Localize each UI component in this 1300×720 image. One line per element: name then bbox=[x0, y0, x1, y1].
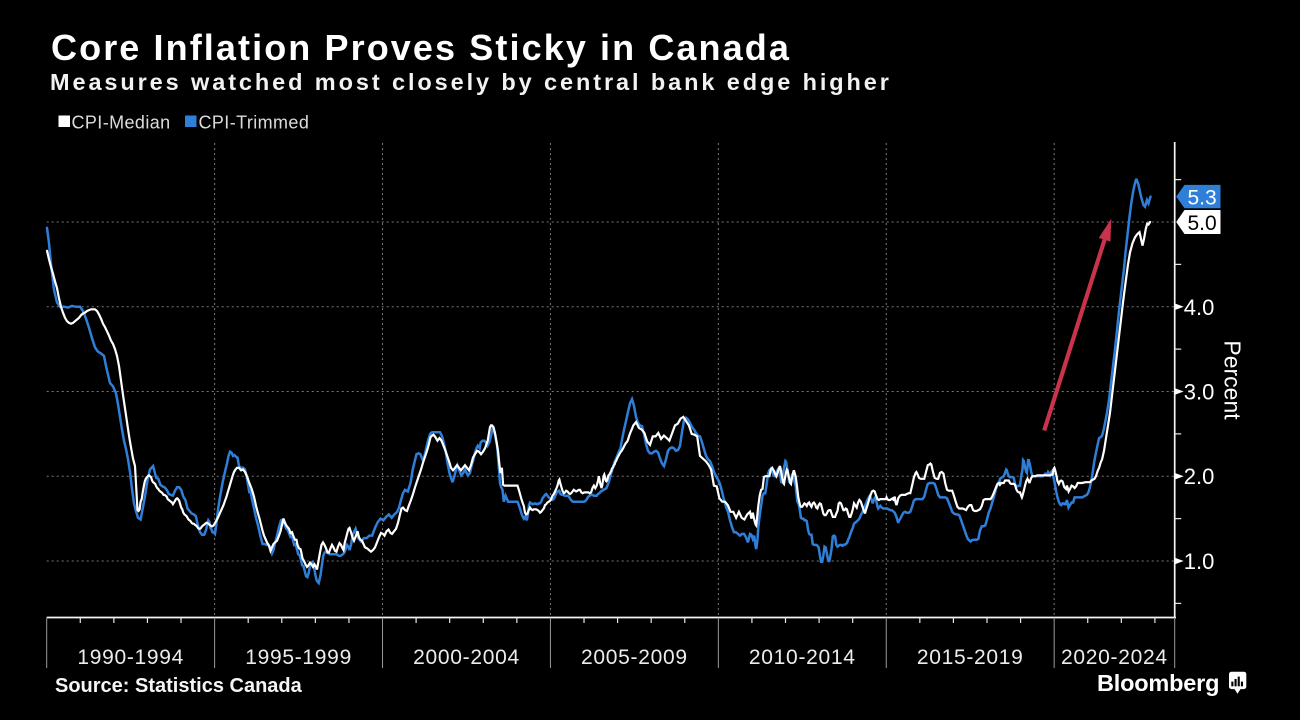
svg-text:1995-1999: 1995-1999 bbox=[245, 646, 352, 669]
svg-text:1990-1994: 1990-1994 bbox=[77, 646, 184, 669]
svg-text:Measures watched most closely: Measures watched most closely by central… bbox=[50, 69, 892, 95]
svg-text:4.0: 4.0 bbox=[1184, 295, 1215, 320]
svg-text:Bloomberg: Bloomberg bbox=[1097, 670, 1219, 696]
svg-text:3.0: 3.0 bbox=[1184, 380, 1215, 405]
svg-text:Source: Statistics Canada: Source: Statistics Canada bbox=[55, 675, 303, 697]
svg-text:5.3: 5.3 bbox=[1188, 186, 1217, 209]
svg-text:2005-2009: 2005-2009 bbox=[581, 646, 688, 669]
svg-text:Percent: Percent bbox=[1220, 340, 1246, 420]
svg-text:Core Inflation Proves Sticky i: Core Inflation Proves Sticky in Canada bbox=[51, 27, 791, 68]
svg-text:CPI-Trimmed: CPI-Trimmed bbox=[199, 113, 310, 133]
svg-text:1.0: 1.0 bbox=[1184, 549, 1215, 574]
svg-text:2020-2024: 2020-2024 bbox=[1061, 646, 1168, 669]
svg-text:2010-2014: 2010-2014 bbox=[749, 646, 856, 669]
svg-text:2000-2004: 2000-2004 bbox=[413, 646, 520, 669]
svg-text:5.0: 5.0 bbox=[1188, 212, 1217, 235]
svg-text:CPI-Median: CPI-Median bbox=[72, 113, 171, 133]
svg-text:2.0: 2.0 bbox=[1184, 464, 1215, 489]
svg-text:2015-2019: 2015-2019 bbox=[917, 646, 1024, 669]
